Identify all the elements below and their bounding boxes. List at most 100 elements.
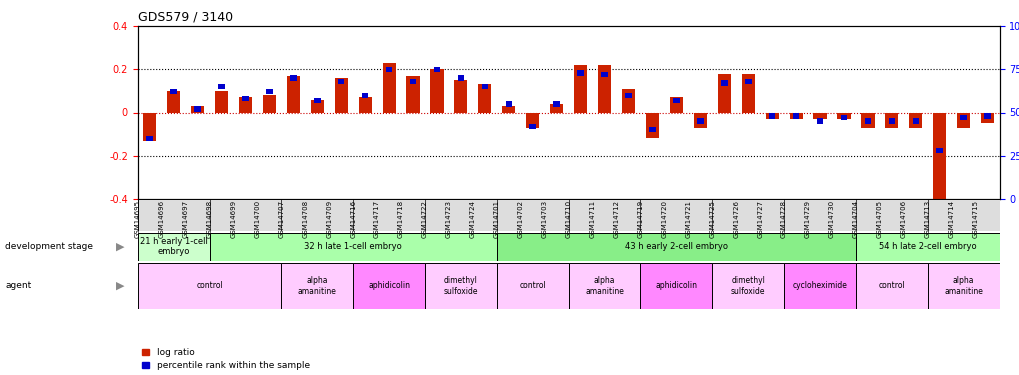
Text: GSM14707: GSM14707 — [278, 200, 284, 238]
Text: GSM14705: GSM14705 — [876, 200, 882, 238]
Text: GSM14695: GSM14695 — [135, 200, 141, 238]
Text: alpha
amanitine: alpha amanitine — [585, 276, 624, 296]
Bar — [286, 76, 300, 112]
Text: GDS579 / 3140: GDS579 / 3140 — [138, 11, 232, 24]
Bar — [311, 100, 323, 112]
Bar — [577, 70, 583, 75]
Bar — [855, 262, 927, 309]
Text: 21 h early 1-cell
embryo: 21 h early 1-cell embryo — [140, 237, 207, 256]
Bar — [430, 69, 443, 112]
Text: GSM14697: GSM14697 — [182, 200, 189, 238]
Text: GSM14730: GSM14730 — [828, 200, 835, 238]
Text: 43 h early 2-cell embryo: 43 h early 2-cell embryo — [625, 242, 728, 251]
Bar — [167, 91, 180, 112]
Bar — [147, 136, 153, 141]
Bar — [935, 148, 943, 153]
Bar — [912, 118, 918, 124]
Bar — [648, 127, 655, 132]
Bar — [209, 232, 496, 261]
Bar — [353, 262, 425, 309]
Bar — [816, 118, 822, 124]
Bar — [696, 118, 703, 124]
Text: GSM14716: GSM14716 — [350, 200, 356, 238]
Bar — [289, 75, 297, 81]
Bar — [960, 115, 966, 120]
Text: GSM14698: GSM14698 — [206, 200, 212, 238]
Bar — [768, 113, 774, 118]
Bar — [932, 112, 946, 199]
Bar — [191, 106, 204, 112]
Bar — [813, 112, 825, 119]
Text: cycloheximide: cycloheximide — [792, 281, 847, 290]
Bar — [600, 72, 607, 77]
Text: GSM14713: GSM14713 — [924, 200, 930, 238]
Bar — [433, 67, 440, 72]
Bar — [458, 75, 464, 81]
Bar — [744, 79, 751, 84]
Text: GSM14718: GSM14718 — [397, 200, 404, 238]
Bar — [266, 89, 272, 94]
Bar — [956, 112, 969, 128]
Text: GSM14725: GSM14725 — [708, 200, 714, 238]
Text: alpha
amanitine: alpha amanitine — [298, 276, 336, 296]
Bar — [425, 262, 496, 309]
Text: GSM14703: GSM14703 — [541, 200, 547, 238]
Bar — [385, 67, 392, 72]
Text: GSM14728: GSM14728 — [781, 200, 787, 238]
Bar — [453, 80, 467, 112]
Text: ▶: ▶ — [116, 281, 124, 291]
Text: GSM14723: GSM14723 — [445, 200, 451, 238]
Bar — [410, 79, 416, 84]
Text: GSM14722: GSM14722 — [422, 200, 428, 238]
Bar — [640, 262, 711, 309]
Bar — [215, 91, 228, 112]
Bar — [334, 78, 347, 112]
Bar — [481, 84, 488, 89]
Bar — [789, 112, 802, 119]
Bar — [362, 93, 368, 98]
Text: GSM14701: GSM14701 — [493, 200, 499, 238]
Bar — [741, 74, 754, 112]
Bar — [884, 112, 898, 128]
Text: GSM14719: GSM14719 — [637, 200, 643, 238]
Bar — [138, 262, 281, 309]
Text: alpha
amanitine: alpha amanitine — [944, 276, 982, 296]
Text: GSM14715: GSM14715 — [972, 200, 977, 238]
Text: GSM14721: GSM14721 — [685, 200, 691, 238]
Bar — [927, 262, 999, 309]
Bar — [888, 118, 895, 124]
Bar — [765, 112, 777, 119]
Text: control: control — [196, 281, 223, 290]
Text: 54 h late 2-cell embryo: 54 h late 2-cell embryo — [878, 242, 975, 251]
Text: control: control — [519, 281, 545, 290]
Bar — [526, 112, 539, 128]
Bar — [359, 98, 371, 112]
Text: GSM14696: GSM14696 — [159, 200, 164, 238]
Bar — [553, 101, 559, 106]
Bar — [242, 96, 249, 101]
Bar — [908, 112, 921, 128]
Text: dimethyl
sulfoxide: dimethyl sulfoxide — [443, 276, 478, 296]
Text: GSM14714: GSM14714 — [948, 200, 954, 238]
Bar — [574, 65, 587, 112]
Text: agent: agent — [5, 281, 32, 290]
Text: GSM14708: GSM14708 — [302, 200, 308, 238]
Bar — [529, 124, 536, 129]
Bar — [980, 112, 994, 123]
Bar — [669, 98, 683, 112]
Bar — [238, 98, 252, 112]
Bar — [263, 95, 276, 112]
Text: GSM14712: GSM14712 — [613, 200, 619, 238]
Text: dimethyl
sulfoxide: dimethyl sulfoxide — [731, 276, 764, 296]
Text: GSM14720: GSM14720 — [660, 200, 666, 238]
Bar — [864, 118, 870, 124]
Text: GSM14702: GSM14702 — [518, 200, 523, 238]
Bar — [860, 112, 873, 128]
Text: GSM14709: GSM14709 — [326, 200, 332, 238]
Text: GSM14711: GSM14711 — [589, 200, 595, 238]
Bar — [505, 101, 512, 106]
Bar — [855, 232, 999, 261]
Bar — [792, 113, 799, 118]
Bar — [382, 63, 395, 112]
Bar — [837, 112, 850, 119]
